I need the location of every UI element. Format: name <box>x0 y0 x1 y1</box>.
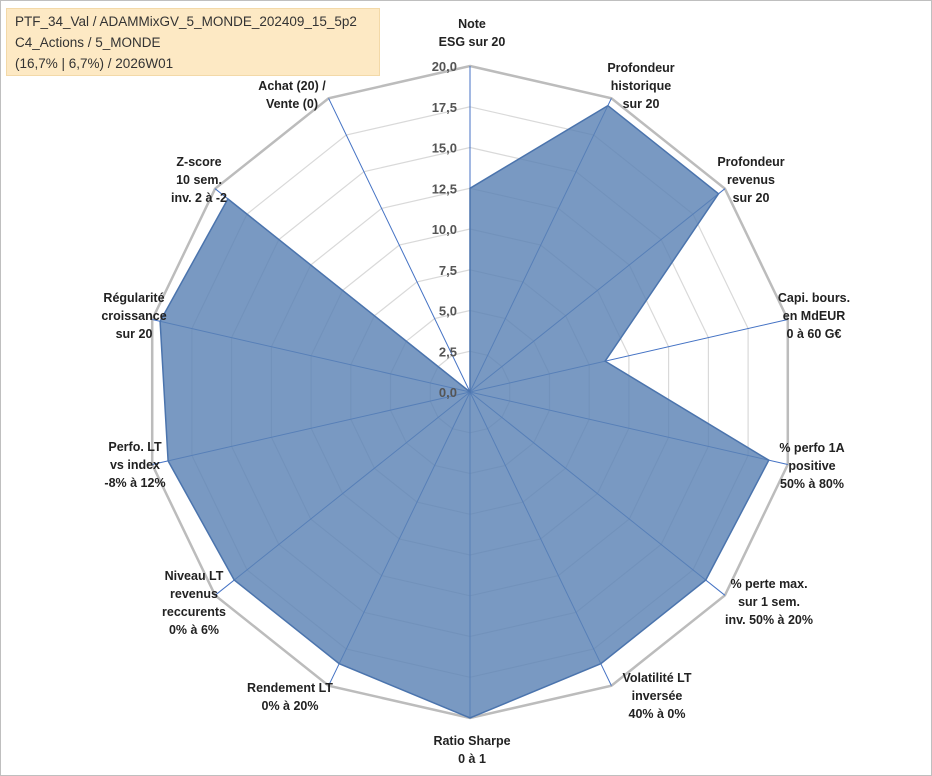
axis-label: Note ESG sur 20 <box>439 17 506 49</box>
tick-label: 0,0 <box>439 385 457 400</box>
axis-label-line: % perfo 1A <box>779 441 844 455</box>
axis-label-line: sur 1 sem. <box>738 595 800 609</box>
axis-label-line: reccurents <box>162 605 226 619</box>
axis-label: Niveau LT revenus reccurents 0% à 6% <box>162 569 226 637</box>
tick-label: 20,0 <box>432 59 457 74</box>
axis-label-line: Z-score <box>176 155 221 169</box>
axis-label-line: 0 à 1 <box>458 752 486 766</box>
tick-label: 7,5 <box>439 263 457 278</box>
axis-label-line: historique <box>611 79 671 93</box>
axis-label: Ratio Sharpe 0 à 1 <box>433 734 510 766</box>
tick-label: 10,0 <box>432 222 457 237</box>
axis-label-line: % perte max. <box>730 577 807 591</box>
radial-tick-labels: 0,0 2,5 5,0 7,5 10,0 12,5 15,0 17,5 20,0 <box>432 59 457 400</box>
axis-label-line: 40% à 0% <box>629 707 686 721</box>
series-area <box>159 104 770 719</box>
axis-label-line: Régularité <box>103 291 164 305</box>
axis-label-line: 10 sem. <box>176 173 222 187</box>
axis-label-line: Note <box>458 17 486 31</box>
axis-label-line: inv. 50% à 20% <box>725 613 813 627</box>
axis-label-line: croissance <box>101 309 166 323</box>
axis-label: Volatilité LT inversée 40% à 0% <box>623 671 692 721</box>
axis-label-line: Profondeur <box>717 155 784 169</box>
tick-label: 17,5 <box>432 100 457 115</box>
axis-label: Z-score 10 sem. inv. 2 à -2 <box>171 155 227 205</box>
axis-label-line: Perfo. LT <box>108 440 162 454</box>
axis-labels: Note ESG sur 20 Profondeur historique sur 20… <box>101 17 850 766</box>
tick-label: 15,0 <box>432 141 457 156</box>
axis-label-line: Niveau LT <box>165 569 224 583</box>
axis-label-line: 0% à 6% <box>169 623 219 637</box>
radar-spoke <box>328 98 471 393</box>
axis-label-line: Rendement LT <box>247 681 333 695</box>
portfolio-info-box: PTF_34_Val / ADAMMixGV_5_MONDE_202409_15… <box>6 8 380 76</box>
axis-label-line: 50% à 80% <box>780 477 844 491</box>
axis-label-line: Ratio Sharpe <box>433 734 510 748</box>
axis-label-line: Profondeur <box>607 61 674 75</box>
axis-label-line: sur 20 <box>116 327 153 341</box>
axis-label-line: inversée <box>632 689 683 703</box>
axis-label-line: Volatilité LT <box>623 671 692 685</box>
portfolio-category: C4_Actions / 5_MONDE <box>15 35 161 50</box>
axis-label-line: sur 20 <box>733 191 770 205</box>
axis-label-line: Capi. bours. <box>778 291 850 305</box>
axis-label: Perfo. LT vs index -8% à 12% <box>104 440 165 490</box>
axis-label-line: 0% à 20% <box>262 699 319 713</box>
axis-label-line: sur 20 <box>623 97 660 111</box>
axis-label: % perfo 1A positive 50% à 80% <box>779 441 844 491</box>
portfolio-stats: (16,7% | 6,7%) / 2026W01 <box>15 56 174 71</box>
axis-label-line: -8% à 12% <box>104 476 165 490</box>
axis-label-line: revenus <box>727 173 775 187</box>
axis-label: Régularité croissance sur 20 <box>101 291 166 341</box>
axis-label-line: Vente (0) <box>266 97 318 111</box>
radar-series <box>159 104 770 719</box>
axis-label-line: inv. 2 à -2 <box>171 191 227 205</box>
tick-label: 12,5 <box>432 181 457 196</box>
axis-label-line: Achat (20) / <box>258 79 326 93</box>
axis-label-line: revenus <box>170 587 218 601</box>
axis-label: Profondeur historique sur 20 <box>607 61 674 111</box>
axis-label: Capi. bours. en MdEUR 0 à 60 G€ <box>778 291 850 341</box>
portfolio-name: PTF_34_Val / ADAMMixGV_5_MONDE_202409_15… <box>15 14 357 29</box>
tick-label: 2,5 <box>439 344 457 359</box>
axis-label: % perte max. sur 1 sem. inv. 50% à 20% <box>725 577 813 627</box>
axis-label-line: en MdEUR <box>783 309 846 323</box>
axis-label-line: vs index <box>110 458 160 472</box>
axis-label-line: 0 à 60 G€ <box>787 327 842 341</box>
axis-label: Rendement LT 0% à 20% <box>247 681 333 713</box>
axis-label: Profondeur revenus sur 20 <box>717 155 784 205</box>
axis-label-line: positive <box>788 459 835 473</box>
tick-label: 5,0 <box>439 304 457 319</box>
axis-label-line: ESG sur 20 <box>439 35 506 49</box>
